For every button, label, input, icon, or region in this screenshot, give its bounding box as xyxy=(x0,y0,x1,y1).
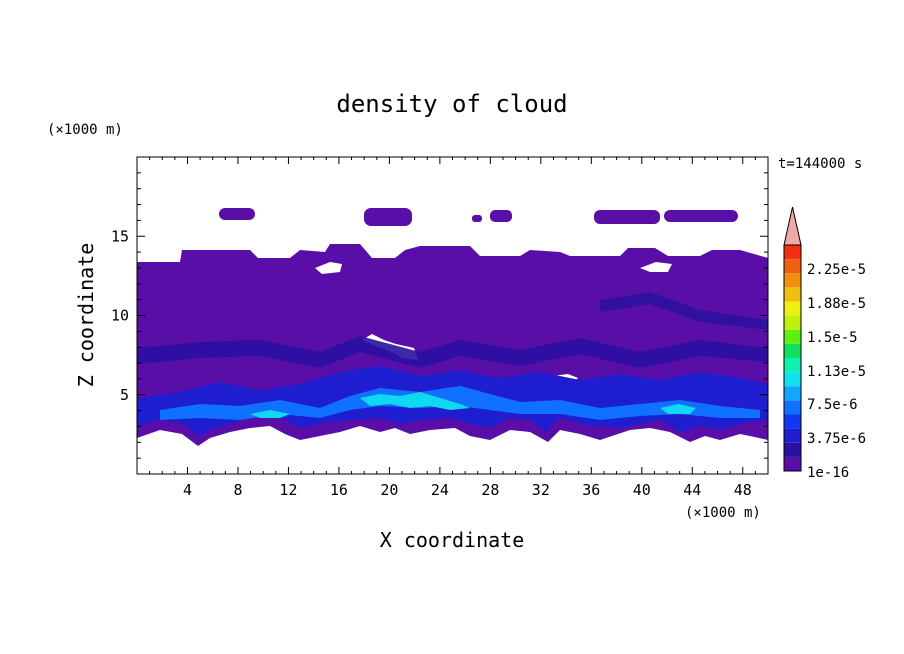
colorbar-segment xyxy=(784,456,801,471)
x-tick-label: 28 xyxy=(481,481,499,499)
colorbar-label: 3.75e-6 xyxy=(807,431,866,447)
x-tick-label: 36 xyxy=(582,481,600,499)
colorbar-label: 1.5e-5 xyxy=(807,330,858,346)
density-band-high xyxy=(160,386,760,420)
colorbar-segment xyxy=(784,372,801,387)
density-band-low xyxy=(137,336,768,368)
x-tick-label: 20 xyxy=(380,481,398,499)
colorbar-label: 1e-16 xyxy=(807,465,849,481)
colorbar-segment xyxy=(784,315,801,330)
colorbar-label: 1.13e-5 xyxy=(807,364,866,380)
x-tick-label: 32 xyxy=(532,481,550,499)
density-field xyxy=(137,208,768,446)
x-tick-label: 48 xyxy=(734,481,752,499)
y-tick-label: 10 xyxy=(111,307,129,325)
colorbar-label: 1.88e-5 xyxy=(807,296,866,312)
density-max-core xyxy=(660,404,696,414)
colorbar-segment xyxy=(784,428,801,443)
colorbar-label: 7.5e-6 xyxy=(807,397,858,413)
density-band-low xyxy=(600,292,768,330)
colorbar-segment xyxy=(784,358,801,373)
y-axis: 5 10 15 xyxy=(111,172,768,459)
x-tick-label: 4 xyxy=(183,481,192,499)
colorbar-segment xyxy=(784,301,801,316)
density-max-core xyxy=(250,410,290,418)
colorbar: 2.25e-5 1.88e-5 1.5e-5 1.13e-5 7.5e-6 3.75e-6… xyxy=(783,206,866,481)
y-tick-label: 15 xyxy=(111,227,129,245)
upper-patch xyxy=(490,210,512,222)
colorbar-segment xyxy=(784,273,801,288)
x-tick-label: 44 xyxy=(683,481,701,499)
colorbar-segment xyxy=(784,442,801,457)
upper-patch xyxy=(594,210,660,224)
x-tick-label: 40 xyxy=(633,481,651,499)
time-label: t=144000 s xyxy=(778,156,862,172)
upper-patch xyxy=(219,208,255,220)
colorbar-segment xyxy=(784,343,801,358)
x-axis: 4 8 12 16 20 24 28 32 36 40 44 48 xyxy=(149,157,756,499)
colorbar-segment xyxy=(784,245,801,260)
colorbar-extend-arrow xyxy=(783,206,802,246)
upper-patch xyxy=(664,210,738,222)
colorbar-segment xyxy=(784,414,801,429)
x-tick-label: 16 xyxy=(330,481,348,499)
y-tick-label: 5 xyxy=(120,386,129,404)
x-tick-label: 8 xyxy=(233,481,242,499)
upper-patch xyxy=(364,208,412,226)
colorbar-segment xyxy=(784,259,801,274)
density-max-core xyxy=(360,392,470,410)
colorbar-segment xyxy=(784,287,801,302)
cloud-gap xyxy=(315,262,342,274)
cloud-gap xyxy=(640,262,672,272)
y-axis-label: Z coordinate xyxy=(74,243,98,388)
x-tick-label: 24 xyxy=(431,481,449,499)
y-unit-label: (×1000 m) xyxy=(47,122,123,138)
colorbar-segment xyxy=(784,386,801,401)
colorbar-label: 2.25e-5 xyxy=(807,262,866,278)
upper-patch xyxy=(472,215,482,222)
chart-title: density of cloud xyxy=(336,90,567,118)
colorbar-segment xyxy=(784,400,801,415)
x-axis-label: X coordinate xyxy=(380,528,525,552)
x-tick-label: 12 xyxy=(279,481,297,499)
x-unit-label: (×1000 m) xyxy=(685,505,761,521)
colorbar-segment xyxy=(784,329,801,344)
